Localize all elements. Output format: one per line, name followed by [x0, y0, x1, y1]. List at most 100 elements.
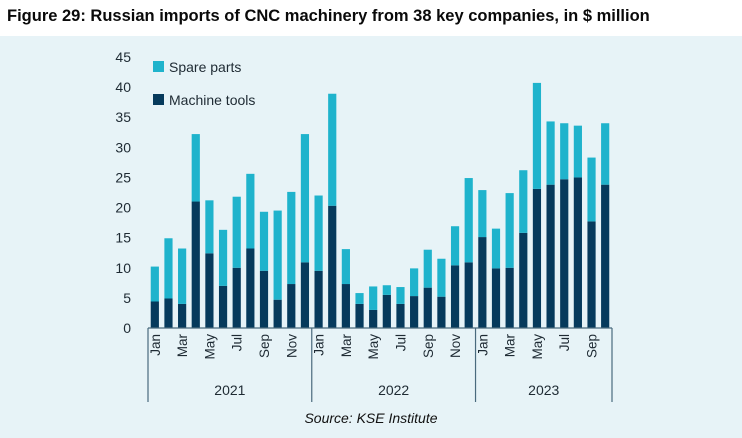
bar-spare-parts: [191, 134, 200, 202]
bar-spare-parts: [341, 249, 350, 285]
bar-machine-tools: [150, 301, 159, 328]
bar-spare-parts: [396, 287, 405, 304]
y-tick-label: 15: [115, 230, 131, 246]
bar-machine-tools: [246, 248, 255, 328]
bar-machine-tools: [259, 270, 269, 328]
legend-label: Spare parts: [169, 59, 241, 75]
bar-machine-tools: [464, 262, 473, 328]
bar-machine-tools: [232, 267, 241, 328]
y-tick-label: 30: [115, 139, 131, 155]
bar-spare-parts: [423, 249, 432, 288]
y-tick-label: 25: [115, 169, 131, 185]
bar-machine-tools: [218, 285, 228, 328]
x-tick-label: Nov: [448, 334, 463, 358]
x-tick-label: Mar: [175, 333, 190, 357]
bar-machine-tools: [369, 309, 378, 328]
bar-machine-tools: [587, 221, 596, 328]
bar-machine-tools: [382, 294, 391, 328]
bar-spare-parts: [164, 238, 173, 299]
x-tick-label: Mar: [503, 333, 518, 357]
x-tick-label: Jul: [393, 334, 408, 351]
x-tick-label: May: [366, 334, 381, 360]
bar-spare-parts: [437, 258, 446, 297]
bar-spare-parts: [601, 123, 610, 185]
y-tick-label: 20: [115, 200, 131, 216]
bar-spare-parts: [587, 157, 596, 222]
bar-machine-tools: [396, 303, 405, 328]
bar-machine-tools: [273, 299, 282, 328]
x-tick-label: Jul: [557, 334, 572, 351]
y-tick-label: 0: [123, 320, 131, 336]
bar-spare-parts: [355, 293, 364, 304]
bar-machine-tools: [560, 179, 569, 328]
bar-spare-parts: [382, 285, 391, 295]
bar-machine-tools: [491, 268, 501, 328]
bar-spare-parts: [491, 228, 501, 269]
year-label: 2021: [214, 382, 245, 398]
bar-spare-parts: [150, 266, 159, 302]
bar-spare-parts: [232, 196, 241, 268]
bar-machine-tools: [164, 298, 173, 328]
bar-machine-tools: [178, 303, 187, 328]
x-tick-label: May: [530, 334, 545, 360]
y-tick-label: 45: [115, 49, 131, 65]
bar-machine-tools: [546, 184, 555, 328]
bar-machine-tools: [341, 284, 350, 328]
x-tick-label: Jul: [230, 334, 245, 351]
bar-spare-parts: [328, 93, 337, 206]
legend-swatch: [153, 94, 164, 105]
y-tick-label: 5: [123, 290, 131, 306]
x-tick-label: Nov: [284, 334, 299, 358]
x-tick-label: Mar: [339, 333, 354, 357]
x-tick-label: Jan: [148, 334, 163, 356]
figure-header: Figure 29: Russian imports of CNC machin…: [0, 0, 742, 36]
bar-spare-parts: [218, 229, 228, 286]
x-tick-label: Sep: [585, 334, 600, 358]
bar-machine-tools: [519, 232, 528, 328]
bar-spare-parts: [300, 134, 310, 263]
bar-machine-tools: [601, 184, 610, 328]
bar-spare-parts: [273, 210, 282, 300]
bar-spare-parts: [519, 170, 528, 233]
year-label: 2022: [378, 382, 409, 398]
legend-label: Machine tools: [169, 92, 255, 108]
bar-machine-tools: [423, 287, 432, 328]
bar-spare-parts: [246, 173, 255, 249]
bar-spare-parts: [573, 125, 582, 178]
chart-panel: 0 5 10 15 20 25 30 35 40 45 Jan Mar May Jul Sep Nov Jan M…: [0, 36, 742, 438]
bar-spare-parts: [178, 248, 187, 304]
x-tick-label: Jan: [312, 334, 327, 356]
bar-machine-tools: [478, 237, 487, 328]
bar-machine-tools: [437, 296, 446, 328]
bar-machine-tools: [191, 201, 200, 328]
bar-machine-tools: [328, 205, 337, 328]
bar-spare-parts: [205, 200, 214, 254]
y-tick-label: 10: [115, 260, 131, 276]
x-tick-label: May: [202, 334, 217, 360]
y-tick-label: 40: [115, 79, 131, 95]
bar-machine-tools: [450, 265, 460, 328]
bar-spare-parts: [450, 226, 460, 266]
x-tick-label: Jan: [475, 334, 490, 356]
bar-spare-parts: [478, 190, 487, 238]
bar-machine-tools: [300, 262, 310, 328]
legend-swatch: [153, 61, 164, 72]
bar-machine-tools: [410, 296, 419, 328]
bar-spare-parts: [314, 195, 323, 271]
source-note: Source: KSE Institute: [304, 410, 438, 426]
year-label: 2023: [528, 382, 559, 398]
bar-spare-parts: [259, 211, 269, 271]
bar-spare-parts: [464, 178, 473, 263]
bar-machine-tools: [205, 253, 214, 328]
x-tick-label: Sep: [421, 334, 436, 358]
bar-machine-tools: [573, 177, 582, 328]
bar-machine-tools: [314, 270, 323, 328]
bar-machine-tools: [505, 267, 514, 328]
x-tick-label: Sep: [257, 334, 272, 358]
bar-spare-parts: [560, 123, 569, 180]
y-tick-label: 35: [115, 109, 131, 125]
bar-machine-tools: [532, 188, 542, 328]
bar-spare-parts: [369, 286, 378, 310]
bar-spare-parts: [287, 191, 296, 285]
bar-machine-tools: [287, 284, 296, 328]
